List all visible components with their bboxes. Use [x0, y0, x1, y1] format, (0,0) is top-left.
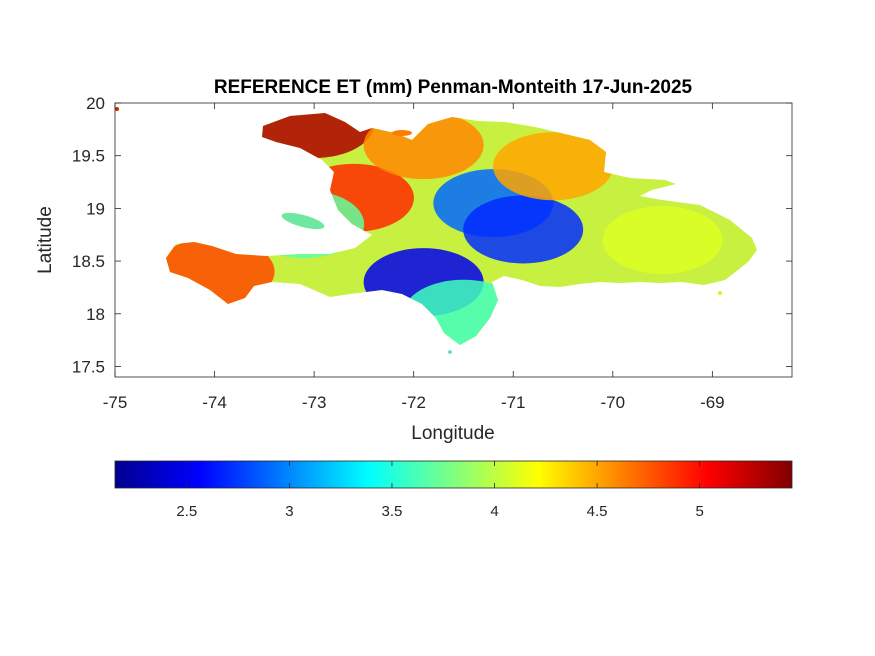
colorbar-tick-label: 3.5 — [382, 503, 403, 520]
corner-speck — [115, 107, 119, 111]
saona-island — [718, 291, 722, 295]
colorbar-ticks: 2.5 3 3.5 4 4.5 5 — [176, 461, 704, 520]
tortuga-island — [392, 130, 412, 136]
colorbar-tick-label: 5 — [696, 503, 704, 520]
beata-island — [448, 350, 452, 354]
axes-box — [114, 102, 793, 378]
x-tick-label: -73 — [302, 393, 327, 412]
y-tick-label: 20 — [86, 94, 105, 113]
x-tick-label: -69 — [700, 393, 725, 412]
x-tick-label: -75 — [103, 393, 128, 412]
colorbar: 2.5 3 3.5 4 4.5 5 — [114, 460, 793, 520]
chart-title: REFERENCE ET (mm) Penman-Monteith 17-Jun… — [214, 77, 693, 98]
x-tick-label: -72 — [401, 393, 426, 412]
map-plot-area: -75 -74 -73 -72 -71 -70 -69 17.5 18 18.5 19 19.5 20 — [72, 94, 793, 412]
et-region-4 — [463, 195, 584, 264]
colorbar-tick-label: 4.5 — [587, 503, 608, 520]
et-region-0 — [254, 113, 375, 159]
x-axis-ticks: -75 -74 -73 -72 -71 -70 -69 — [103, 103, 725, 412]
y-axis-ticks: 17.5 18 18.5 19 19.5 20 — [72, 94, 792, 376]
x-tick-label: -74 — [202, 393, 227, 412]
y-axis-label: Latitude — [35, 206, 56, 274]
y-tick-label: 19 — [86, 199, 105, 218]
x-tick-label: -71 — [501, 393, 526, 412]
y-tick-label: 18 — [86, 305, 105, 324]
y-tick-label: 17.5 — [72, 357, 105, 376]
et-region-7 — [493, 132, 614, 201]
gonave-island — [281, 212, 325, 230]
et-region-8 — [602, 206, 723, 274]
x-tick-label: -70 — [601, 393, 626, 412]
x-axis-label: Longitude — [411, 423, 494, 444]
y-tick-label: 19.5 — [72, 147, 105, 166]
colorbar-tick-label: 2.5 — [176, 503, 197, 520]
colorbar-tick-label: 4 — [490, 503, 498, 520]
y-tick-label: 18.5 — [72, 252, 105, 271]
colorbar-tick-label: 3 — [285, 503, 293, 520]
colorbar-gradient — [114, 460, 793, 489]
